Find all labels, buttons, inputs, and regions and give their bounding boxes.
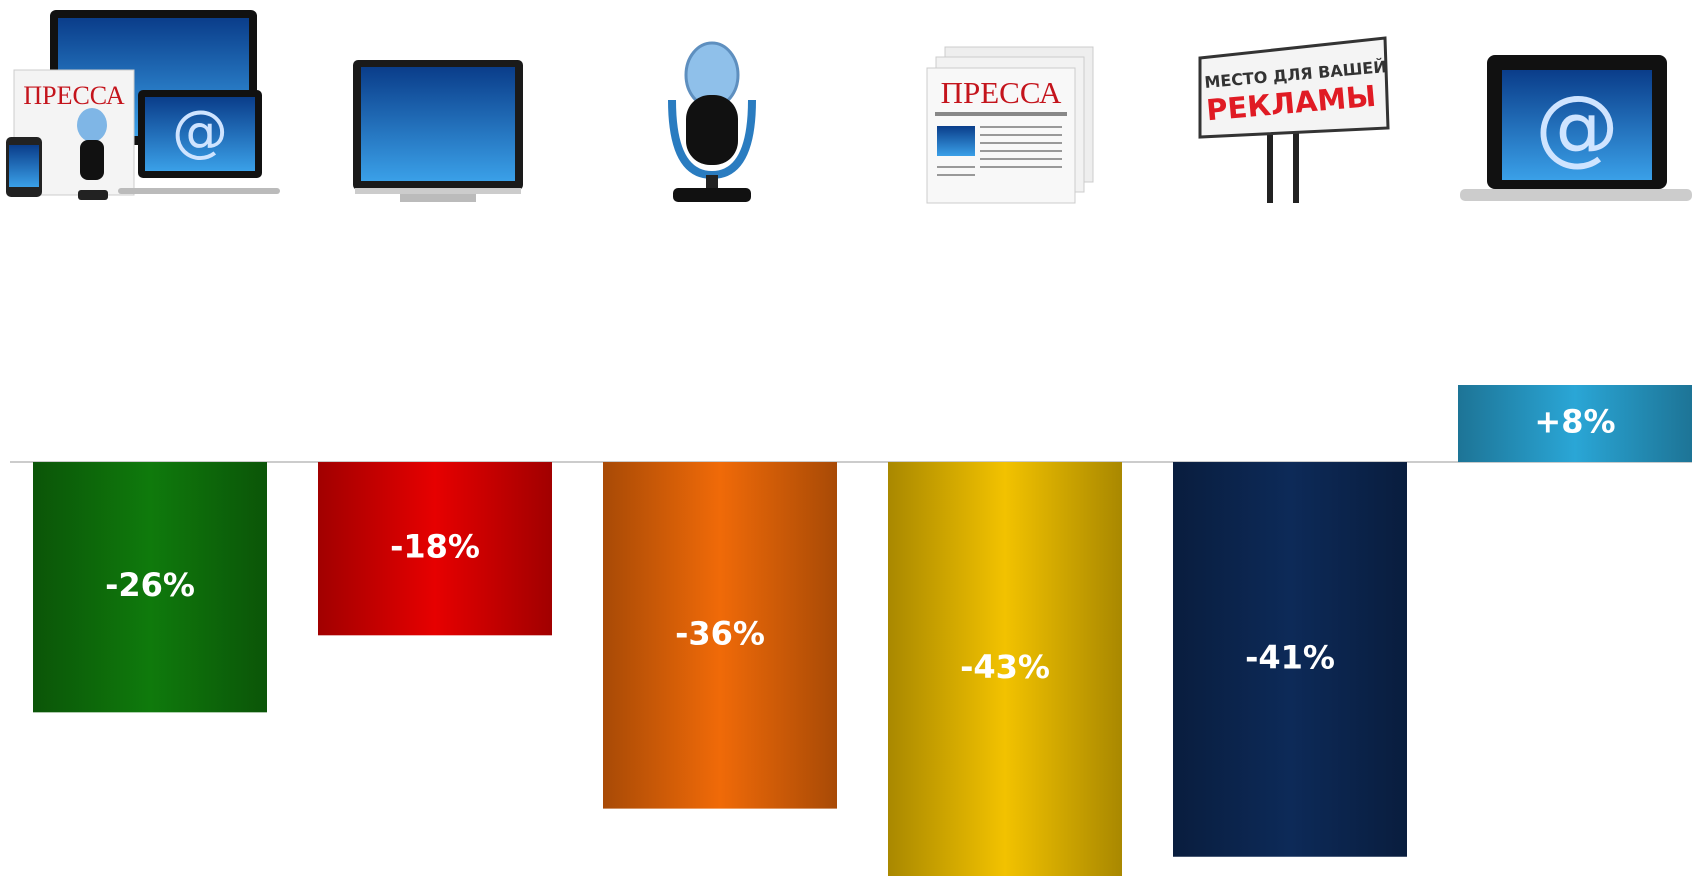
icon-text: ПРЕССА [941,75,1062,110]
icon-all-media: ПРЕССА @ [6,10,280,200]
icon-text: @ [172,99,228,164]
icon-outdoor: МЕСТО ДЛЯ ВАШЕЙ РЕКЛАМЫ [1198,36,1390,203]
bar [1458,385,1692,463]
icon-text: @ [1535,77,1619,175]
value-label: -18% [390,528,480,566]
bar [33,462,267,713]
value-label: -36% [675,614,765,652]
bar [603,462,837,809]
value-label: -26% [105,566,195,604]
value-label: +8% [1534,403,1615,441]
bar [318,462,552,636]
icon-press: ПРЕССА [926,46,1094,204]
icon-text: ПРЕССА [23,81,125,110]
bar [1173,462,1407,857]
value-label: -41% [1245,638,1335,676]
icon-radio [668,41,756,202]
icon-internet: @ [1460,55,1692,201]
value-label: -43% [960,648,1050,686]
icon-tv [353,60,523,202]
bar [888,462,1122,876]
